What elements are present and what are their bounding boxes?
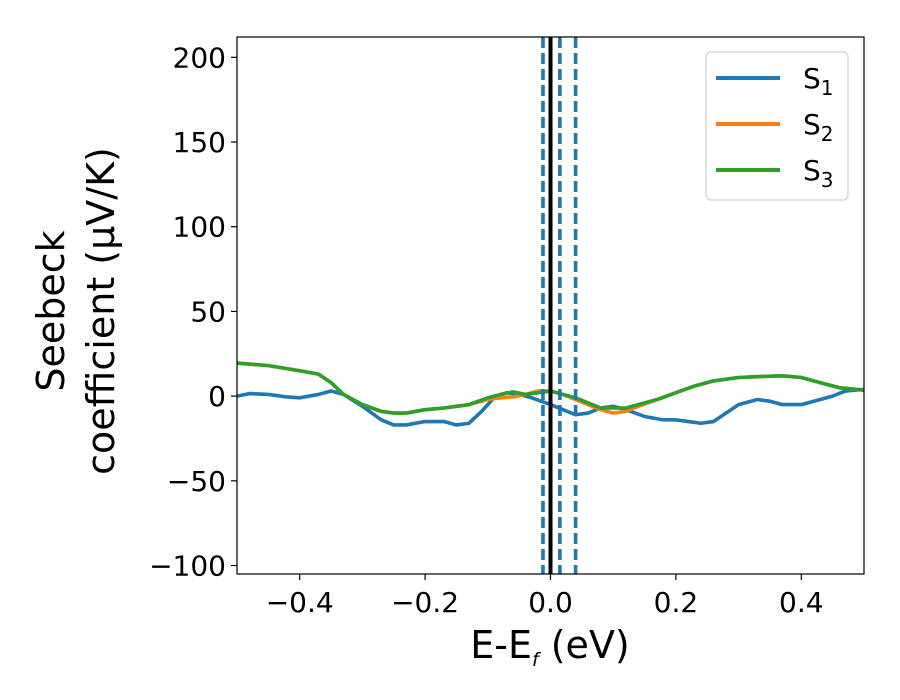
x-tick-label: 0.2 (654, 586, 699, 619)
y-tick-label: −100 (149, 550, 226, 583)
y-tick-label: 0 (208, 380, 226, 413)
legend-label-s1: S1 (803, 62, 834, 100)
y-axis-label-line1: Seebeck (29, 230, 73, 391)
x-axis-label: E-Ef (eV) (470, 623, 630, 671)
y-axis-label-line2: coefficient (μV/K) (79, 147, 123, 475)
y-tick-label: 200 (173, 41, 226, 74)
legend: S1 S2 S3 (705, 51, 849, 201)
legend-label-s2: S2 (803, 108, 834, 146)
x-tick-label: −0.4 (266, 586, 334, 619)
y-tick-label: −50 (167, 465, 226, 498)
y-tick-label: 150 (173, 126, 226, 159)
y-tick-label: 50 (190, 295, 226, 328)
x-tick-label: 0.4 (779, 586, 824, 619)
legend-label-s3: S3 (803, 154, 834, 192)
y-tick-label: 100 (173, 211, 226, 244)
x-tick-label: 0.0 (528, 586, 573, 619)
x-tick-label: −0.2 (391, 586, 459, 619)
